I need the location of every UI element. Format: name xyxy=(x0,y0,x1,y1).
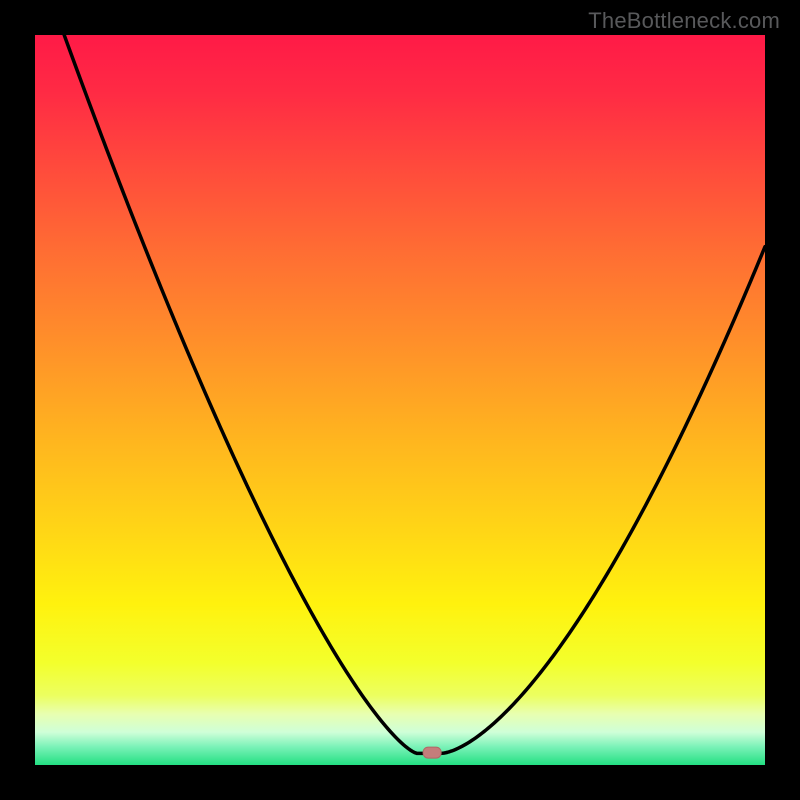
watermark-text: TheBottleneck.com xyxy=(588,8,780,34)
bottleneck-curve xyxy=(64,35,765,753)
plot-area xyxy=(35,35,765,765)
curve-layer xyxy=(35,35,765,765)
chart-outer-frame: TheBottleneck.com xyxy=(0,0,800,800)
minimum-marker xyxy=(423,747,441,758)
